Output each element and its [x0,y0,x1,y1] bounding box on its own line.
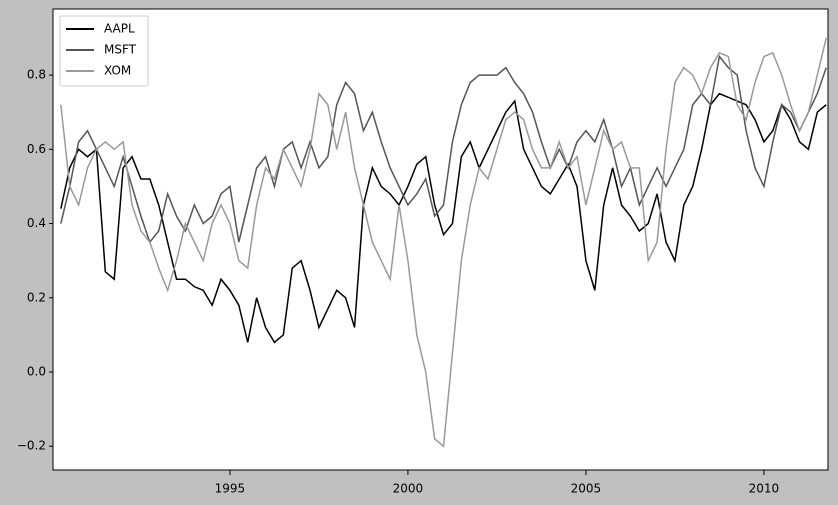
y-tick-label: −0.2 [17,439,46,453]
series-line [60,54,827,244]
x-tick-label: 2010 [749,482,780,496]
legend-box [59,15,149,87]
x-tick-label: 2000 [393,482,424,496]
y-tick-label: 0.6 [27,142,46,156]
legend-label: AAPL [104,22,135,36]
legend-label: MSFT [104,43,137,57]
y-tick-label: 0.8 [27,68,46,82]
y-tick-label: 0.2 [27,290,46,304]
legend-label: XOM [104,64,131,78]
plot-background [53,9,828,470]
y-tick-label: 0.4 [27,216,46,230]
x-tick-label: 2005 [571,482,602,496]
x-tick-label: 1995 [215,482,246,496]
axes-frame [52,8,829,471]
series-line [60,92,827,344]
series-line [60,37,827,448]
y-tick-label: 0.0 [27,365,46,379]
